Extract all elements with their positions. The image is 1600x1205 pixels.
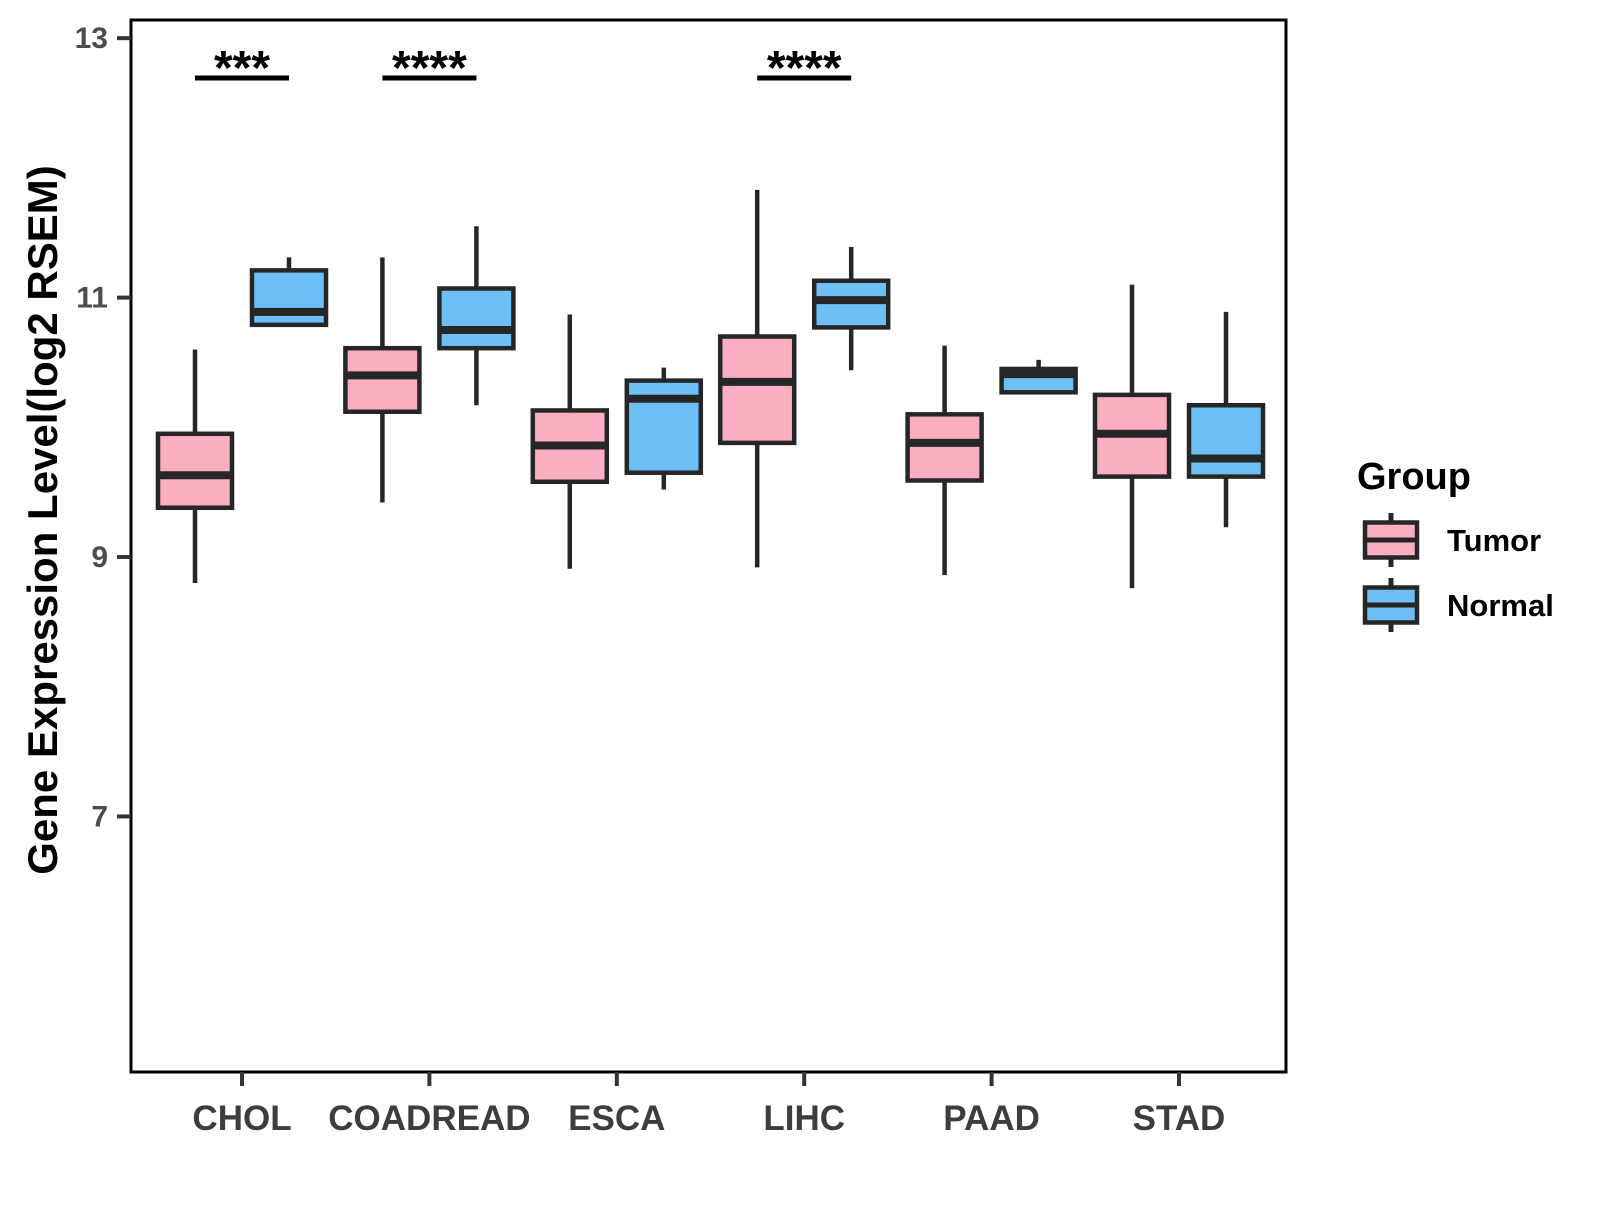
x-tick-label-chol: CHOL bbox=[192, 1099, 291, 1138]
x-tick-label-lihc: LIHC bbox=[763, 1099, 845, 1138]
y-tick-label: 7 bbox=[91, 800, 108, 833]
box-LIHC-Tumor bbox=[717, 334, 797, 446]
y-tick-label: 9 bbox=[91, 541, 108, 574]
x-tick-label-coadread: COADREAD bbox=[328, 1099, 530, 1138]
x-tick-label-stad: STAD bbox=[1133, 1099, 1226, 1138]
legend-title: Group bbox=[1357, 456, 1471, 498]
box-CHOL-Tumor bbox=[155, 431, 235, 510]
sig-stars-lihc: **** bbox=[767, 42, 842, 95]
y-axis-title: Gene Expression Level(log2 RSEM) bbox=[19, 165, 66, 875]
box-ESCA-Normal bbox=[624, 378, 704, 475]
x-tick-label-paad: PAAD bbox=[943, 1099, 1040, 1138]
box-CHOL-Normal bbox=[249, 268, 329, 328]
sig-stars-coadread: **** bbox=[392, 42, 467, 95]
box-COADREAD-Tumor bbox=[343, 345, 422, 414]
legend-label-normal: Normal bbox=[1447, 588, 1554, 623]
y-tick-label: 11 bbox=[76, 282, 108, 315]
box-COADREAD-Normal bbox=[437, 286, 516, 351]
box-PAAD-Tumor bbox=[905, 412, 984, 483]
box-STAD-Normal bbox=[1186, 403, 1266, 479]
sig-stars-chol: *** bbox=[214, 42, 270, 95]
y-tick-label: 13 bbox=[75, 22, 108, 55]
panel-border bbox=[129, 18, 1288, 1074]
x-tick-label-esca: ESCA bbox=[568, 1099, 665, 1138]
legend-label-tumor: Tumor bbox=[1447, 523, 1541, 558]
